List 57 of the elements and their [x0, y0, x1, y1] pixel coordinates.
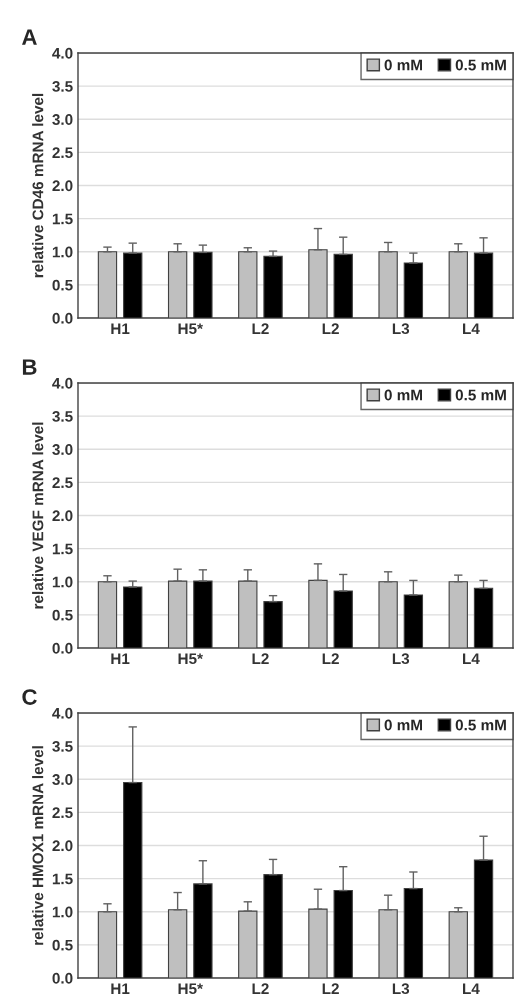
y-tick-label: 0.0 — [52, 312, 73, 324]
y-tick-label: 2.5 — [52, 477, 73, 489]
x-tick-label: H5* — [178, 323, 203, 335]
y-tick-label: 3.5 — [52, 80, 73, 92]
x-tick-label: L3 — [392, 653, 410, 665]
y-tick-label: 3.5 — [52, 410, 73, 422]
x-tick-label: L4 — [463, 983, 480, 994]
x-tick-label: L2 — [252, 983, 269, 994]
legend-label: 0.5 mM — [455, 389, 506, 401]
x-tick-label: H1 — [111, 983, 130, 994]
y-tick-label: 3.0 — [52, 444, 73, 455]
y-tick-label: 0.0 — [52, 642, 73, 654]
y-tick-label: 2.0 — [52, 180, 73, 192]
x-tick-label: H1 — [111, 323, 130, 334]
legend-label: 0 mM — [384, 719, 422, 731]
x-tick-label: L2 — [322, 983, 339, 994]
y-tick-label: 1.5 — [52, 213, 73, 225]
x-tick-label: L2 — [322, 653, 339, 664]
y-tick-label: 3.0 — [52, 114, 73, 125]
x-tick-label: L2 — [252, 323, 269, 334]
y-tick-label: 4.0 — [52, 707, 73, 719]
y-tick-label: 2.0 — [52, 510, 73, 522]
y-axis-title: relative CD46 mRNA level — [32, 93, 44, 278]
x-tick-label: H5* — [178, 653, 203, 665]
legend-label: 0 mM — [384, 389, 422, 401]
chart-title: A — [22, 29, 37, 45]
y-tick-label: 4.0 — [52, 377, 73, 389]
y-tick-label: 2.5 — [52, 807, 73, 819]
y-tick-label: 3.5 — [52, 740, 73, 752]
x-tick-label: L2 — [322, 323, 339, 334]
x-tick-label: L2 — [252, 653, 269, 664]
x-tick-label: L4 — [463, 323, 480, 334]
x-tick-label: L3 — [392, 323, 410, 335]
y-axis-title: relative HMOX1 mRNA level — [32, 746, 44, 945]
y-tick-label: 0.5 — [52, 609, 73, 621]
y-tick-label: 4.0 — [52, 47, 73, 59]
y-tick-label: 1.0 — [52, 246, 73, 258]
x-tick-label: L4 — [463, 653, 480, 664]
y-tick-label: 3.0 — [52, 774, 73, 785]
chart-title: C — [22, 689, 37, 705]
y-tick-label: 0.5 — [52, 279, 73, 291]
y-tick-label: 2.0 — [52, 840, 73, 852]
y-axis-title: relative VEGF mRNA level — [32, 422, 44, 609]
chart-title: B — [22, 359, 37, 375]
y-tick-label: 0.5 — [52, 939, 73, 951]
y-tick-label: 1.5 — [52, 873, 73, 885]
x-tick-label: L3 — [392, 983, 410, 995]
y-tick-label: 0.0 — [52, 972, 73, 984]
legend-label: 0.5 mM — [455, 719, 506, 731]
legend-label: 0 mM — [384, 59, 422, 71]
y-tick-label: 2.5 — [52, 147, 73, 159]
x-tick-label: H5* — [178, 983, 203, 995]
y-tick-label: 1.5 — [52, 543, 73, 555]
legend-label: 0.5 mM — [455, 59, 506, 71]
y-tick-label: 1.0 — [52, 576, 73, 588]
x-tick-label: H1 — [111, 653, 130, 664]
y-tick-label: 1.0 — [52, 906, 73, 918]
